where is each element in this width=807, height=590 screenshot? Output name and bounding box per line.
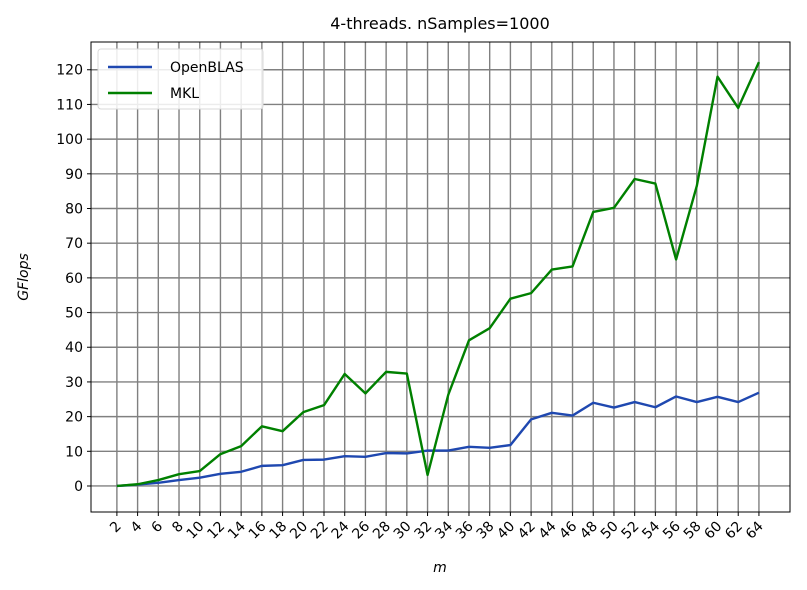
plot-frame — [90, 41, 791, 513]
legend: OpenBLAS MKL — [97, 48, 264, 110]
y-tick-label: 60 — [65, 271, 83, 287]
y-tick-label: 10 — [65, 444, 83, 460]
y-tick-label: 20 — [65, 410, 83, 426]
series-lines — [116, 61, 761, 488]
series-line-openblas — [116, 391, 760, 488]
chart-title: 4-threads. nSamples=1000 — [330, 14, 550, 33]
legend-label-openblas: OpenBLAS — [170, 60, 244, 76]
y-tick-label: 70 — [65, 236, 83, 252]
y-tick-label: 30 — [65, 375, 83, 391]
y-tick-label: 110 — [56, 97, 83, 113]
series-line-mkl — [116, 61, 761, 488]
y-tick-label: 50 — [65, 306, 83, 322]
legend-label-mkl: MKL — [170, 86, 199, 102]
y-tick-label: 40 — [65, 340, 83, 356]
y-tick-label: 80 — [65, 201, 83, 217]
y-tick-label: 90 — [65, 167, 83, 183]
x-axis-title: m — [433, 560, 447, 576]
y-tick-label: 100 — [56, 132, 83, 148]
y-tick-label: 0 — [74, 479, 83, 495]
y-axis-title: GFlops — [16, 253, 32, 301]
grid — [91, 42, 790, 512]
y-tick-label: 120 — [56, 63, 83, 79]
